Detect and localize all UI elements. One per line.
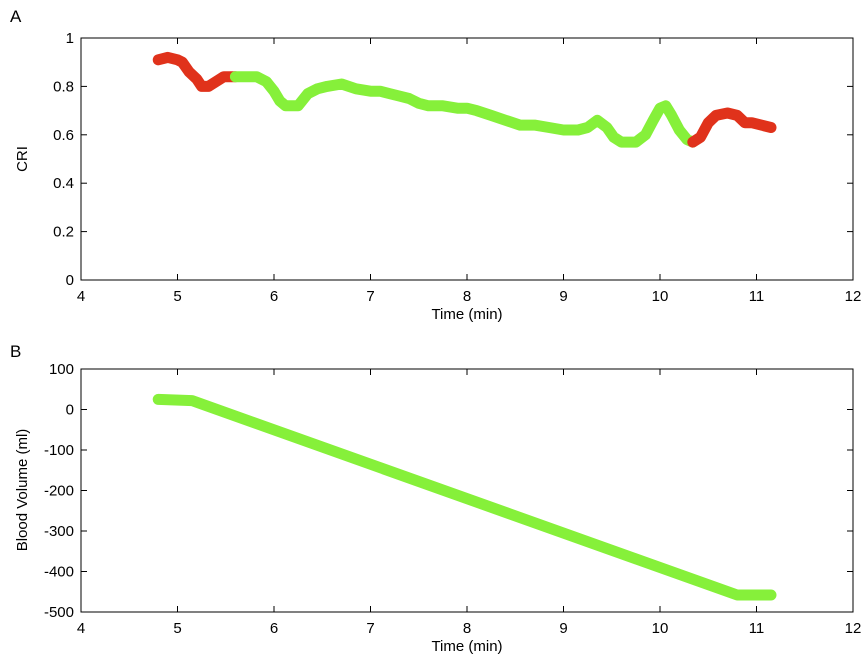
panel-b: B 4 5 6 7 8 9 10 11 12 -500 -400 -300 -200 -100 0 100 T…	[10, 342, 861, 655]
panel-a-y-tick-label: 0.6	[53, 127, 74, 144]
panel-b-y-tick-label: -100	[44, 442, 74, 459]
panel-a-x-tick-label: 12	[845, 288, 862, 305]
panel-a-plot-frame	[80, 37, 854, 281]
panel-b-series-0-line	[152, 393, 777, 601]
panel-a-ticks: 4 5 6 7 8 9 10 11 12 0 0.2 0.4 0.6 0.8 1	[53, 30, 861, 305]
panel-b-y-tick-label: 0	[66, 402, 74, 419]
panel-b-x-tick-label: 7	[366, 620, 374, 637]
panel-a-letter: A	[10, 7, 22, 26]
panel-a-y-tick-label: 0.8	[53, 78, 74, 95]
panel-a-series	[152, 51, 777, 148]
panel-a-y-axis-label: CRI	[14, 146, 31, 172]
panel-a-x-tick-label: 5	[173, 288, 181, 305]
panel-b-x-axis-label: Time (min)	[431, 638, 502, 655]
panel-a-x-tick-label: 9	[559, 288, 567, 305]
panel-b-y-tick-label: -400	[44, 564, 74, 581]
panel-a-y-tick-label: 0.4	[53, 175, 74, 192]
panel-b-y-tick-label: -200	[44, 483, 74, 500]
panel-b-y-tick-label: -500	[44, 604, 74, 621]
panel-a-x-tick-label: 4	[77, 288, 85, 305]
panel-b-x-tick-label: 10	[652, 620, 669, 637]
panel-b-y-tick-label: -300	[44, 523, 74, 540]
panel-b-x-tick-label: 6	[270, 620, 278, 637]
panel-b-x-tick-label: 5	[173, 620, 181, 637]
panel-b-x-tick-label: 8	[463, 620, 471, 637]
panel-a-y-tick-label: 0	[66, 272, 74, 289]
panel-a-x-tick-label: 10	[652, 288, 669, 305]
panel-b-x-tick-label: 9	[559, 620, 567, 637]
panel-b-x-tick-label: 12	[845, 620, 862, 637]
panel-a-y-tick-label: 1	[66, 30, 74, 47]
panel-b-y-tick-label: 100	[49, 361, 74, 378]
panel-b-x-tick-label: 4	[77, 620, 85, 637]
panel-b-ticks: 4 5 6 7 8 9 10 11 12 -500 -400 -300 -200 -100 0 100	[44, 361, 861, 637]
panel-a-x-tick-label: 11	[749, 288, 765, 305]
panel-b-y-axis-label: Blood Volume (ml)	[14, 429, 31, 552]
panel-a-x-axis-label: Time (min)	[431, 306, 502, 323]
panel-a-series-2-line	[687, 107, 777, 148]
panel-a-x-tick-label: 8	[463, 288, 471, 305]
panel-b-x-tick-label: 11	[749, 620, 765, 637]
panel-b-letter: B	[10, 342, 21, 361]
panel-a-x-tick-label: 7	[366, 288, 374, 305]
panel-a-series-1-line	[229, 71, 699, 148]
panel-b-series	[152, 393, 777, 601]
panel-a-y-tick-label: 0.2	[53, 224, 74, 241]
panel-a-series-0-line	[152, 51, 241, 92]
panel-a-x-tick-label: 6	[270, 288, 278, 305]
